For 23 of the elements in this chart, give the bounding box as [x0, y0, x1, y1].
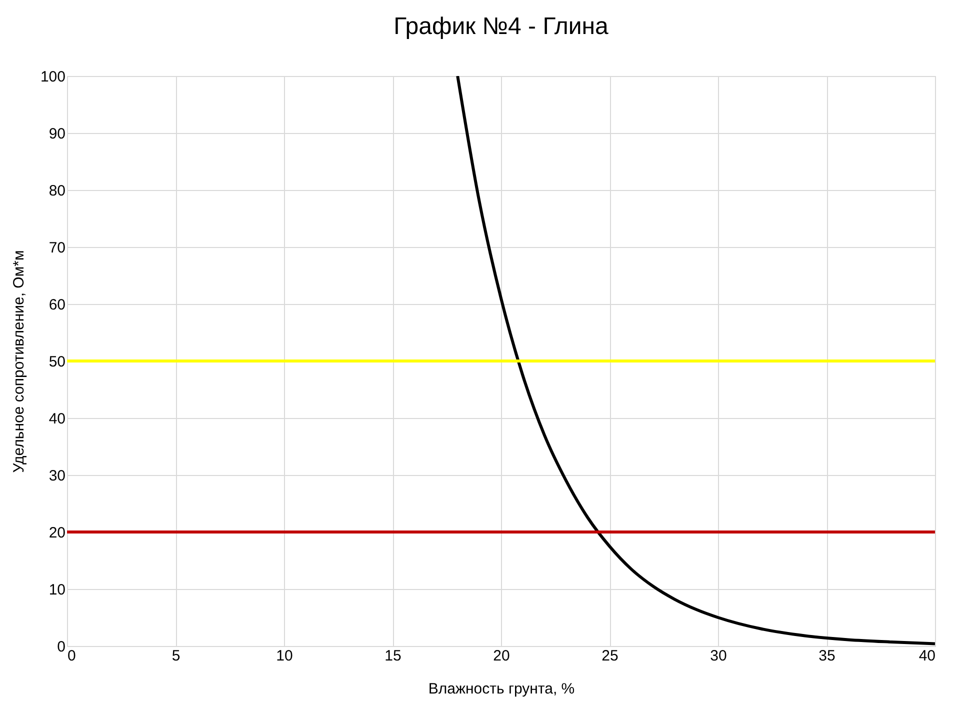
- y-tick-label: 80: [48, 182, 66, 200]
- x-tick-label: 40: [918, 648, 936, 664]
- x-tick-label: 35: [818, 648, 836, 664]
- x-tick-label: 5: [172, 648, 180, 664]
- x-tick-label: 20: [493, 648, 510, 664]
- chart-title: График №4 - Глина: [394, 13, 610, 40]
- y-axis-title: Удельное сопротивление, Ом*м: [10, 250, 28, 473]
- x-axis-title: Влажность грунта, %: [428, 680, 575, 698]
- x-tick-label: 10: [276, 648, 293, 664]
- y-tick-label: 100: [40, 68, 66, 86]
- y-tick-label: 10: [48, 582, 66, 598]
- x-tick-label: 0: [68, 648, 76, 664]
- x-tick-label: 25: [602, 648, 618, 664]
- y-tick-label: 60: [48, 296, 66, 314]
- y-tick-label: 30: [48, 468, 66, 484]
- y-tick-label: 40: [48, 410, 66, 428]
- x-tick-label: 15: [384, 648, 402, 664]
- y-tick-label: 20: [48, 524, 66, 542]
- y-tick-label: 90: [48, 126, 66, 142]
- line-series: [456, 76, 935, 646]
- x-tick-label: 30: [710, 648, 727, 664]
- y-tick-label: 70: [48, 240, 66, 256]
- y-tick-label: 50: [48, 354, 66, 370]
